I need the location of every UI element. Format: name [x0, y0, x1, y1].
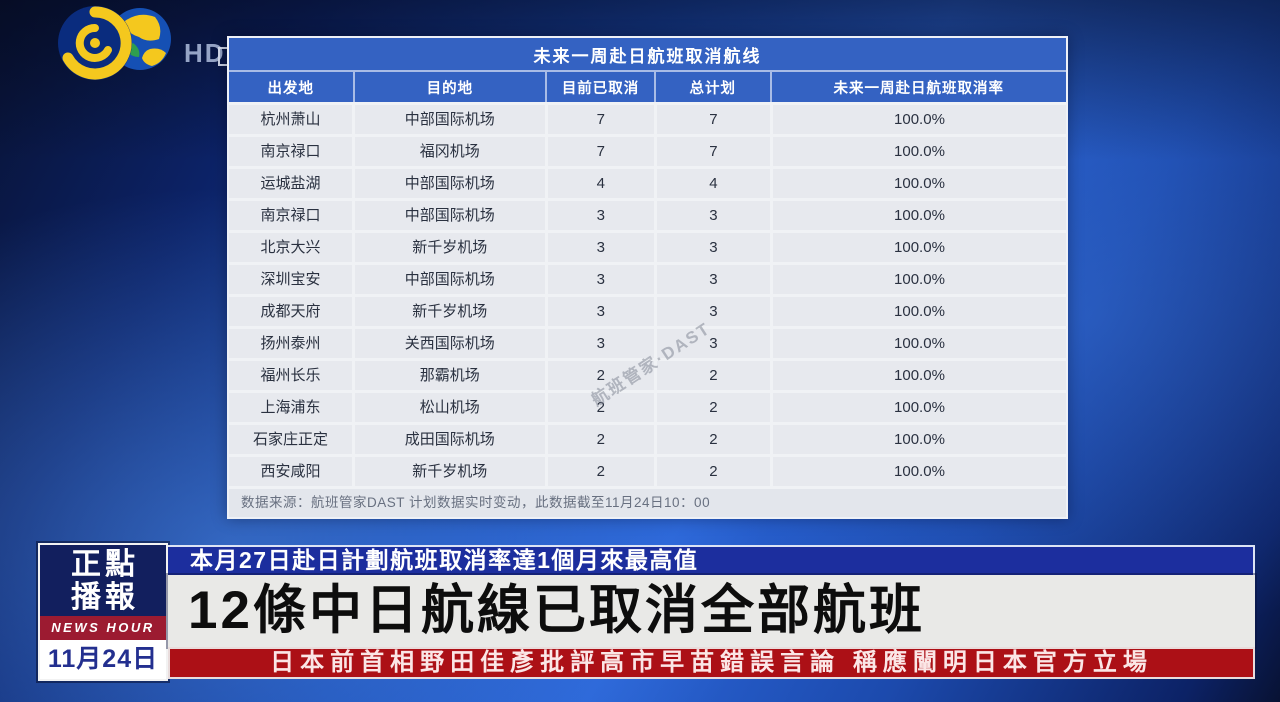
cell-rate: 100.0% [772, 137, 1066, 166]
table-row: 南京禄口 中部国际机场 3 3 100.0% [229, 201, 1066, 230]
program-subtitle: NEWS HOUR [40, 616, 166, 640]
program-badge: 正點 播報 NEWS HOUR 11月24日 [38, 543, 168, 681]
cell-planned: 3 [656, 265, 770, 294]
cell-destination: 中部国际机场 [354, 105, 545, 134]
table-row: 深圳宝安 中部国际机场 3 3 100.0% [229, 265, 1066, 294]
cell-destination: 中部国际机场 [354, 169, 545, 198]
cell-rate: 100.0% [772, 105, 1066, 134]
cell-destination: 福冈机场 [354, 137, 545, 166]
cell-departure: 运城盐湖 [229, 169, 352, 198]
cell-planned: 3 [656, 233, 770, 262]
cell-destination: 新千岁机场 [354, 233, 545, 262]
cell-destination: 新千岁机场 [354, 457, 545, 486]
cell-planned: 3 [656, 297, 770, 326]
col-header-rate: 未来一周赴日航班取消率 [771, 72, 1066, 102]
cell-departure: 扬州泰州 [229, 329, 352, 358]
cell-planned: 7 [656, 105, 770, 134]
cell-planned: 2 [656, 393, 770, 422]
table-row: 福州长乐 那霸机场 2 2 100.0% [229, 361, 1066, 390]
cell-cancelled: 4 [547, 169, 654, 198]
cell-destination: 关西国际机场 [354, 329, 545, 358]
cell-departure: 南京禄口 [229, 137, 352, 166]
cell-cancelled: 7 [547, 105, 654, 134]
headline-strip: 12條中日航線已取消全部航班 [168, 575, 1255, 647]
table-corner-tab [218, 47, 233, 66]
cell-rate: 100.0% [772, 393, 1066, 422]
cell-cancelled: 2 [547, 393, 654, 422]
cell-cancelled: 2 [547, 457, 654, 486]
cell-rate: 100.0% [772, 425, 1066, 454]
col-header-destination: 目的地 [354, 72, 546, 102]
cell-departure: 石家庄正定 [229, 425, 352, 454]
table-row: 杭州萧山 中部国际机场 7 7 100.0% [229, 105, 1066, 134]
program-name: 正點 播報 [40, 545, 166, 616]
cell-destination: 新千岁机场 [354, 297, 545, 326]
cell-planned: 3 [656, 201, 770, 230]
phoenix-tv-logo [58, 6, 171, 80]
table-footnote: 数据来源：航班管家DAST 计划数据实时变动，此数据截至11月24日10：00 [229, 489, 1066, 517]
cell-rate: 100.0% [772, 297, 1066, 326]
table-row: 石家庄正定 成田国际机场 2 2 100.0% [229, 425, 1066, 454]
cell-departure: 上海浦东 [229, 393, 352, 422]
cell-destination: 中部国际机场 [354, 201, 545, 230]
col-header-cancelled: 目前已取消 [547, 72, 654, 102]
table-row: 北京大兴 新千岁机场 3 3 100.0% [229, 233, 1066, 262]
cell-rate: 100.0% [772, 329, 1066, 358]
cell-planned: 7 [656, 137, 770, 166]
table-row: 西安咸阳 新千岁机场 2 2 100.0% [229, 457, 1066, 486]
cell-departure: 南京禄口 [229, 201, 352, 230]
cell-rate: 100.0% [772, 361, 1066, 390]
cell-destination: 成田国际机场 [354, 425, 545, 454]
cell-destination: 中部国际机场 [354, 265, 545, 294]
cell-departure: 北京大兴 [229, 233, 352, 262]
col-header-departure: 出发地 [229, 72, 353, 102]
table-row: 成都天府 新千岁机场 3 3 100.0% [229, 297, 1066, 326]
cell-planned: 2 [656, 425, 770, 454]
ticker-strip: 日本前首相野田佳彥批評高市早苗錯誤言論 稱應闡明日本官方立場 [168, 647, 1255, 679]
cell-rate: 100.0% [772, 265, 1066, 294]
cell-cancelled: 2 [547, 361, 654, 390]
cell-planned: 4 [656, 169, 770, 198]
table-row: 南京禄口 福冈机场 7 7 100.0% [229, 137, 1066, 166]
hd-badge: HD [184, 38, 226, 68]
cell-cancelled: 3 [547, 265, 654, 294]
cell-departure: 福州长乐 [229, 361, 352, 390]
subheadline-strip: 本月27日赴日計劃航班取消率達1個月來最高值 [168, 545, 1255, 575]
cell-cancelled: 3 [547, 233, 654, 262]
cancellation-table-panel: 未来一周赴日航班取消航线 出发地 目的地 目前已取消 总计划 未来一周赴日航班取… [227, 36, 1068, 519]
table-title: 未来一周赴日航班取消航线 [229, 38, 1066, 72]
program-name-line2: 播報 [71, 580, 139, 614]
cell-planned: 2 [656, 361, 770, 390]
table-row: 运城盐湖 中部国际机场 4 4 100.0% [229, 169, 1066, 198]
cell-rate: 100.0% [772, 201, 1066, 230]
table-row: 扬州泰州 关西国际机场 3 3 100.0% [229, 329, 1066, 358]
cell-rate: 100.0% [772, 233, 1066, 262]
cell-cancelled: 3 [547, 297, 654, 326]
table-row: 上海浦东 松山机场 2 2 100.0% [229, 393, 1066, 422]
cell-planned: 3 [656, 329, 770, 358]
cell-departure: 杭州萧山 [229, 105, 352, 134]
table-body: 航班管家·DAST 杭州萧山 中部国际机场 7 7 100.0% 南京禄口 福冈机场 7 7 10… [229, 102, 1066, 486]
cell-cancelled: 3 [547, 201, 654, 230]
cell-planned: 2 [656, 457, 770, 486]
cell-cancelled: 7 [547, 137, 654, 166]
cell-rate: 100.0% [772, 457, 1066, 486]
cell-destination: 松山机场 [354, 393, 545, 422]
cell-cancelled: 3 [547, 329, 654, 358]
program-name-line1: 正點 [71, 547, 139, 581]
cell-cancelled: 2 [547, 425, 654, 454]
cell-rate: 100.0% [772, 169, 1066, 198]
cell-departure: 深圳宝安 [229, 265, 352, 294]
cell-departure: 西安咸阳 [229, 457, 352, 486]
table-header-row: 出发地 目的地 目前已取消 总计划 未来一周赴日航班取消率 [229, 72, 1066, 102]
cell-departure: 成都天府 [229, 297, 352, 326]
col-header-planned: 总计划 [655, 72, 770, 102]
cell-destination: 那霸机场 [354, 361, 545, 390]
broadcast-date: 11月24日 [40, 640, 166, 679]
